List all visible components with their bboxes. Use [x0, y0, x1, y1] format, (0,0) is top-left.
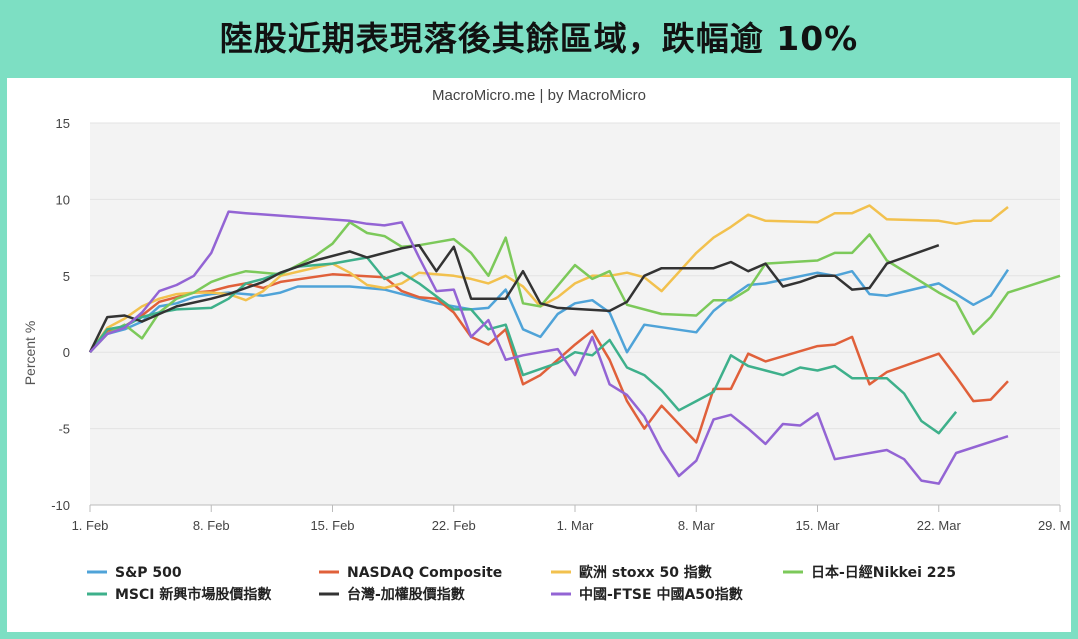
- x-tick-label: 8. Feb: [193, 518, 230, 533]
- series-line[interactable]: [89, 273, 1009, 444]
- y-tick-label: -5: [58, 422, 70, 437]
- x-tick-label: 1. Mar: [557, 518, 595, 533]
- legend-item[interactable]: 中國-FTSE 中國A50指數: [551, 586, 743, 603]
- legend-label: 台灣-加權股價指數: [347, 586, 465, 603]
- legend-item[interactable]: NASDAQ Composite: [319, 565, 502, 581]
- line-chart: MacroMicro.me | by MacroMicro -10 -5 0 5 10 1…: [22, 87, 1071, 603]
- legend-label: S&P 500: [115, 565, 182, 581]
- series-line[interactable]: [88, 204, 1009, 353]
- y-tick-label: 10: [56, 192, 70, 207]
- chart-panel: MacroMicro.me | by MacroMicro -10 -5 0 5 10 1…: [7, 78, 1071, 632]
- page-title: 陸股近期表現落後其餘區域，跌幅逾 10%: [219, 19, 859, 58]
- grid-lines: [90, 122, 1060, 506]
- y-tick-label: 15: [56, 116, 70, 131]
- series-line[interactable]: [89, 221, 1061, 354]
- y-axis-ticks: -10 -5 0 5 10 15: [51, 116, 70, 513]
- y-axis-label: Percent %: [22, 321, 38, 386]
- x-tick-label: 22. Mar: [917, 518, 962, 533]
- y-tick-label: 5: [63, 269, 70, 284]
- x-tick-label: 8. Mar: [678, 518, 716, 533]
- legend: S&P 500 NASDAQ Composite 歐洲 stoxx 50 指數 日本-…: [87, 564, 956, 603]
- legend-label: 中國-FTSE 中國A50指數: [579, 586, 743, 603]
- plot-area: [90, 123, 1060, 505]
- x-tick-label: 15. Feb: [310, 518, 354, 533]
- x-tick-label: 29. Mar: [1038, 518, 1071, 533]
- y-tick-label: 0: [63, 345, 70, 360]
- legend-label: NASDAQ Composite: [347, 565, 502, 581]
- x-axis-ticks: 1. Feb 8. Feb 15. Feb 22. Feb 1. Mar 8. Mar 15…: [72, 504, 1071, 533]
- x-tick-label: 22. Feb: [432, 518, 476, 533]
- series-line[interactable]: [89, 210, 1009, 485]
- y-tick-label: -10: [51, 498, 70, 513]
- legend-item[interactable]: 日本-日經Nikkei 225: [783, 564, 956, 581]
- legend-label: 歐洲 stoxx 50 指數: [579, 564, 712, 581]
- legend-label: MSCI 新興市場股價指數: [115, 586, 271, 603]
- x-tick-label: 15. Mar: [795, 518, 840, 533]
- series-lines: [88, 204, 1061, 485]
- legend-item[interactable]: MSCI 新興市場股價指數: [87, 586, 271, 603]
- chart-source: MacroMicro.me | by MacroMicro: [432, 87, 646, 104]
- x-tick-label: 1. Feb: [72, 518, 109, 533]
- legend-label: 日本-日經Nikkei 225: [811, 564, 956, 581]
- legend-item[interactable]: 歐洲 stoxx 50 指數: [551, 564, 712, 581]
- legend-item[interactable]: S&P 500: [87, 565, 182, 581]
- legend-item[interactable]: 台灣-加權股價指數: [319, 586, 465, 603]
- series-line[interactable]: [88, 243, 940, 353]
